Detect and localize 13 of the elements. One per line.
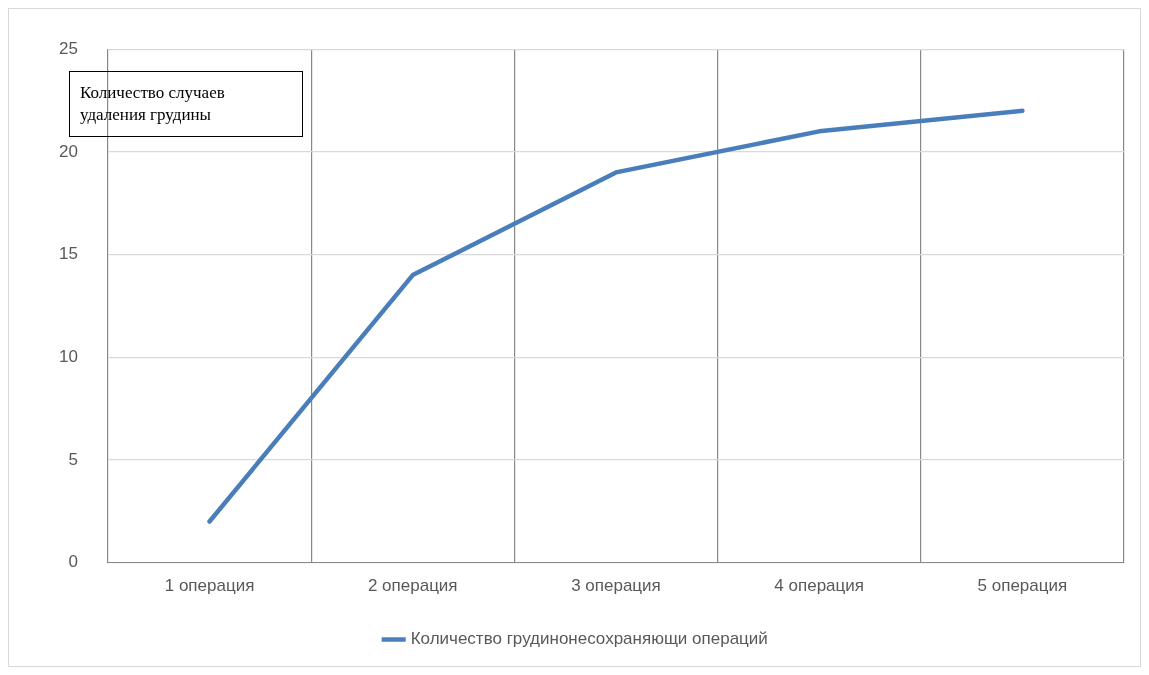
y-tick-label: 10 bbox=[58, 346, 78, 366]
y-tick-label: 20 bbox=[58, 141, 78, 161]
x-tick-label: 5 операция bbox=[977, 576, 1068, 596]
y-tick-label: 25 bbox=[58, 38, 78, 58]
x-tick-label: 4 операция bbox=[774, 576, 864, 596]
x-tick-label: 1 операция bbox=[164, 576, 255, 596]
y-tick-label: 5 bbox=[68, 449, 78, 469]
y-tick-label: 15 bbox=[58, 244, 78, 264]
y-tick-label: 0 bbox=[68, 552, 78, 572]
legend-label: Количество грудинонесохраняющи операций bbox=[410, 629, 768, 649]
x-tick-label: 2 операция bbox=[367, 576, 458, 596]
x-tick-label: 3 операция bbox=[571, 576, 661, 596]
y-axis-title: Количество случаев удаления грудины bbox=[69, 71, 303, 137]
